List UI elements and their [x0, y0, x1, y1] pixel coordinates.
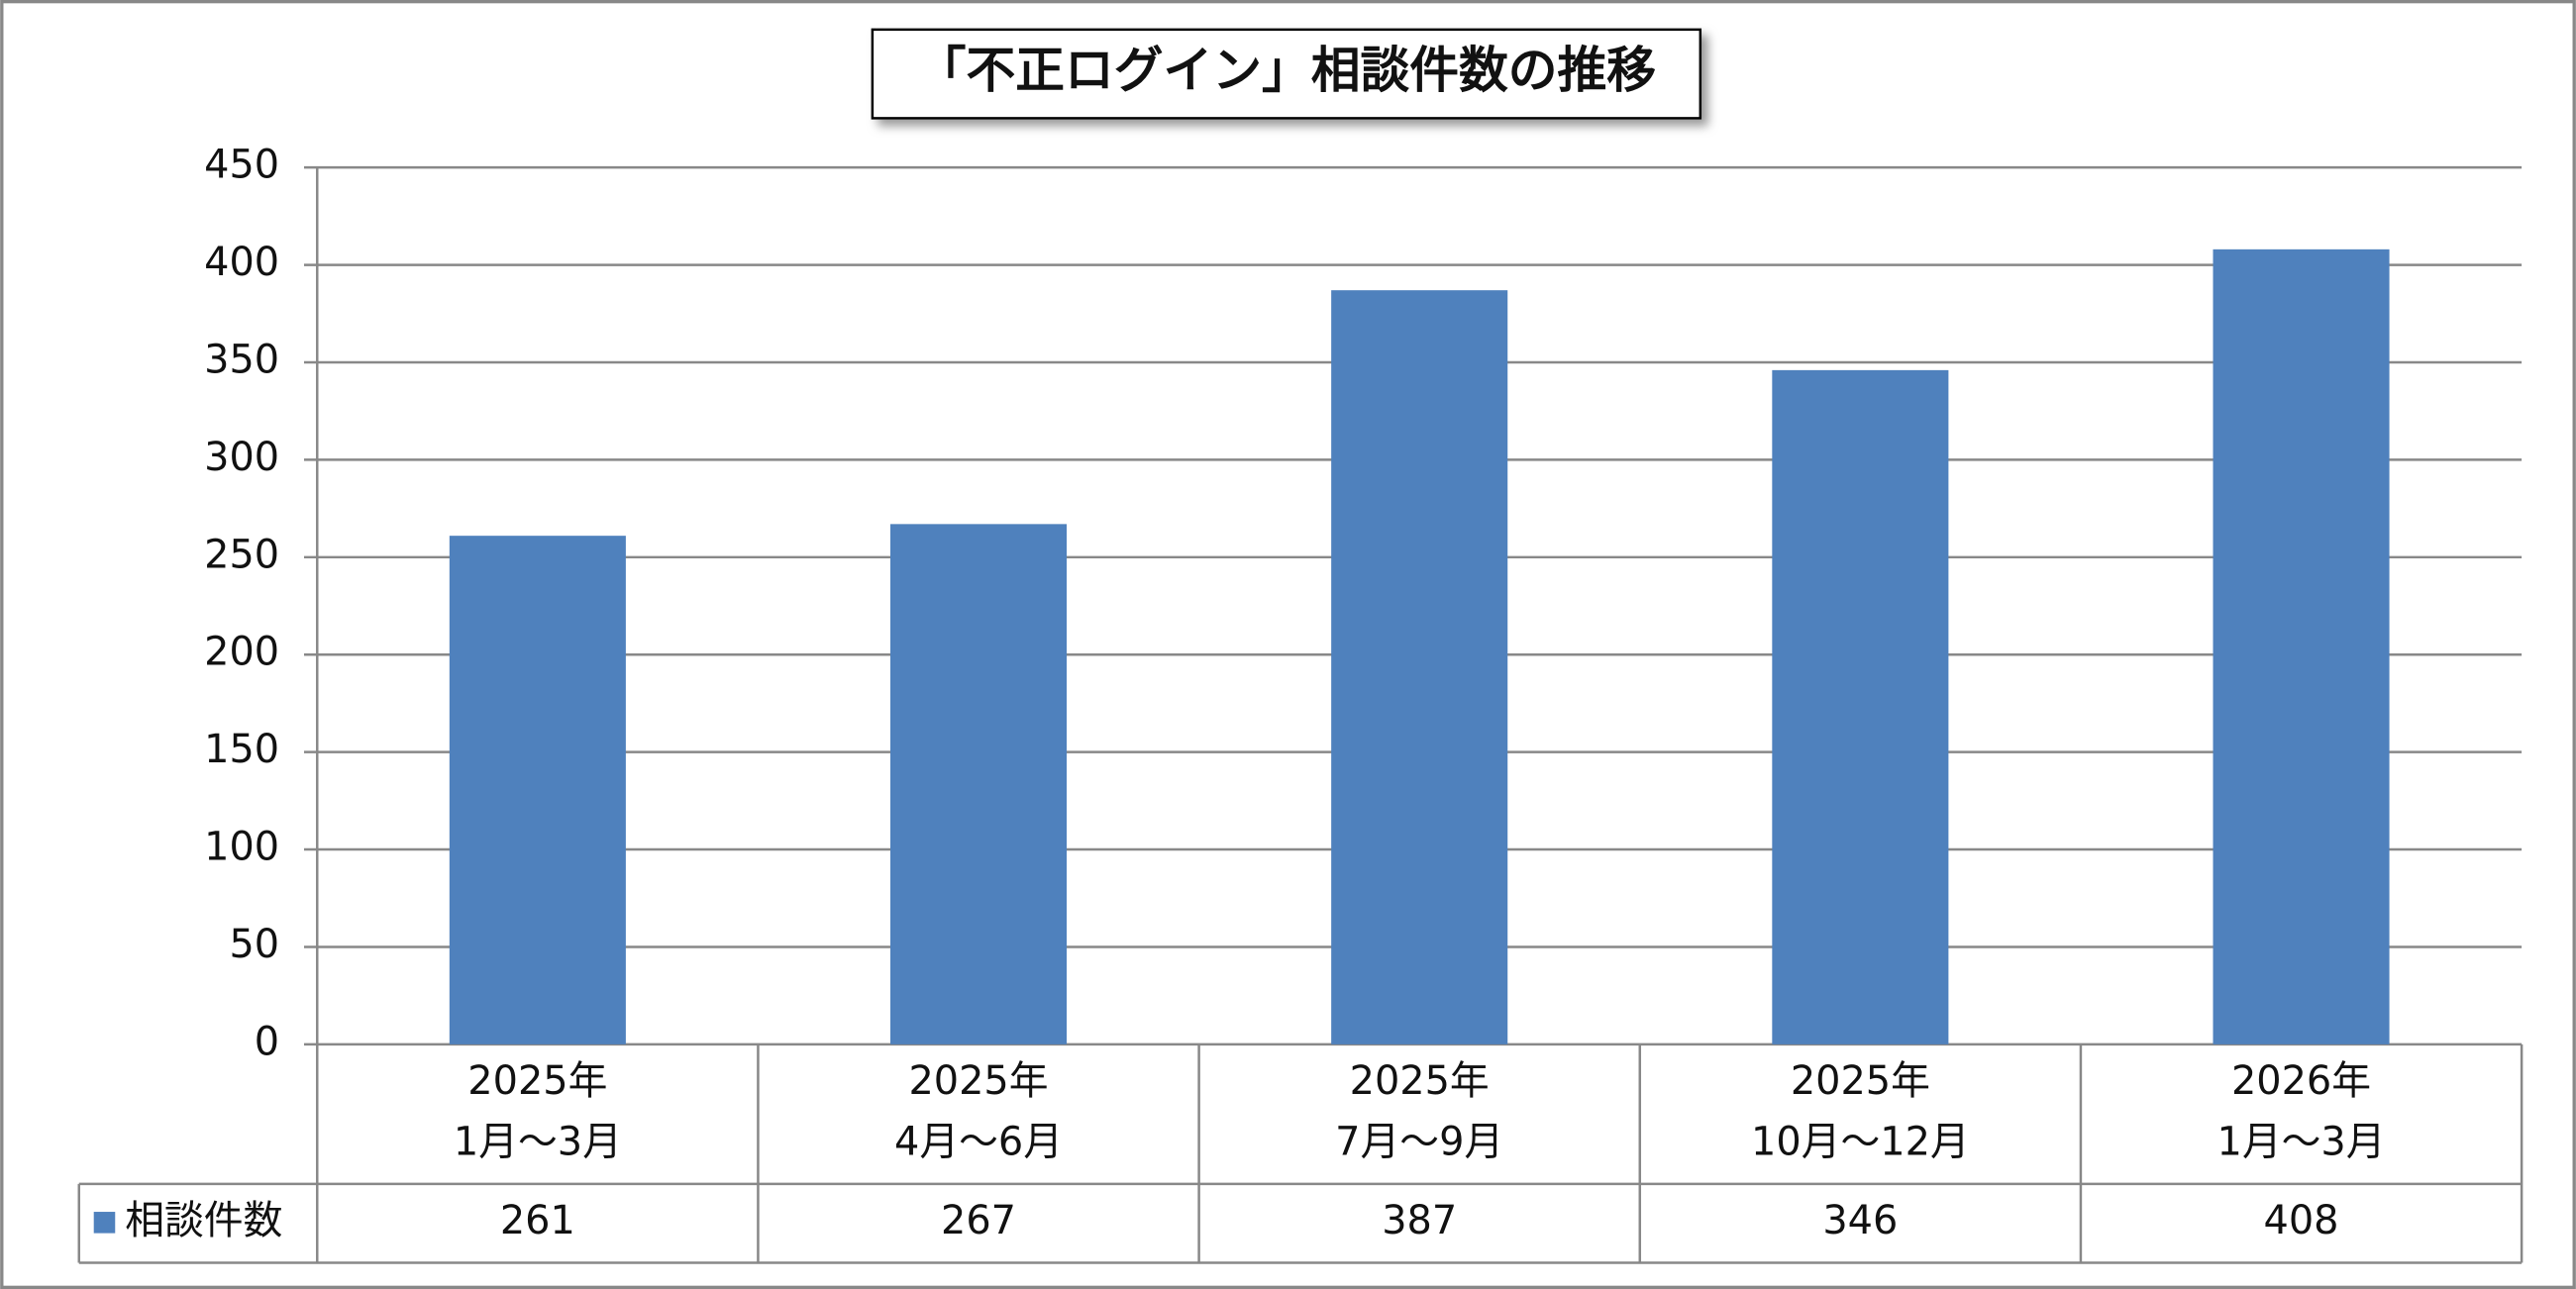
x-tick-label: 10月～12月 [1751, 1120, 1970, 1165]
y-tick-label: 150 [204, 727, 279, 772]
bar [449, 536, 626, 1044]
legend-label: 相談件数 [125, 1198, 282, 1243]
bar [2213, 248, 2390, 1044]
y-tick-label: 450 [204, 143, 279, 188]
y-tick-label: 200 [204, 630, 279, 675]
x-tick-label: 2026年 [2231, 1058, 2371, 1104]
y-tick-label: 0 [255, 1019, 279, 1064]
x-tick-label: 2025年 [908, 1058, 1048, 1104]
grid-layer: 0 50 100 150 200 250 300 350 400 450 [204, 143, 2523, 1263]
x-tick-label: 1月～3月 [454, 1120, 622, 1165]
x-tick-label: 7月～9月 [1335, 1120, 1503, 1165]
bar [1331, 290, 1508, 1044]
x-tick-label: 2025年 [467, 1058, 607, 1104]
x-tick-label: 4月～6月 [894, 1120, 1063, 1165]
y-tick-label: 300 [204, 435, 279, 480]
legend-swatch [93, 1212, 116, 1234]
x-tick-label: 1月～3月 [2217, 1120, 2386, 1165]
y-tick-label: 250 [204, 532, 279, 577]
x-tick-label: 2025年 [1350, 1058, 1490, 1104]
table-value: 387 [1382, 1198, 1457, 1243]
bar [1772, 369, 1949, 1044]
table-value: 346 [1822, 1198, 1898, 1243]
y-tick-label: 100 [204, 825, 279, 870]
y-tick-label: 400 [204, 240, 279, 285]
table-value: 261 [500, 1198, 575, 1243]
chart-title: 「不正ログイン」相談件数の推移 [917, 42, 1656, 99]
data-table: 相談件数 261 267 387 346 408 2025年 1月～3月 2025年 4月～6月 2… [77, 1043, 2524, 1264]
y-tick-label: 350 [204, 337, 279, 382]
y-tick-label: 50 [229, 922, 279, 967]
x-tick-label: 2025年 [1791, 1058, 1930, 1104]
table-value: 408 [2264, 1198, 2339, 1243]
bar [889, 524, 1068, 1044]
bars-layer [449, 248, 2390, 1044]
title-box [871, 28, 1702, 120]
table-value: 267 [941, 1198, 1016, 1243]
